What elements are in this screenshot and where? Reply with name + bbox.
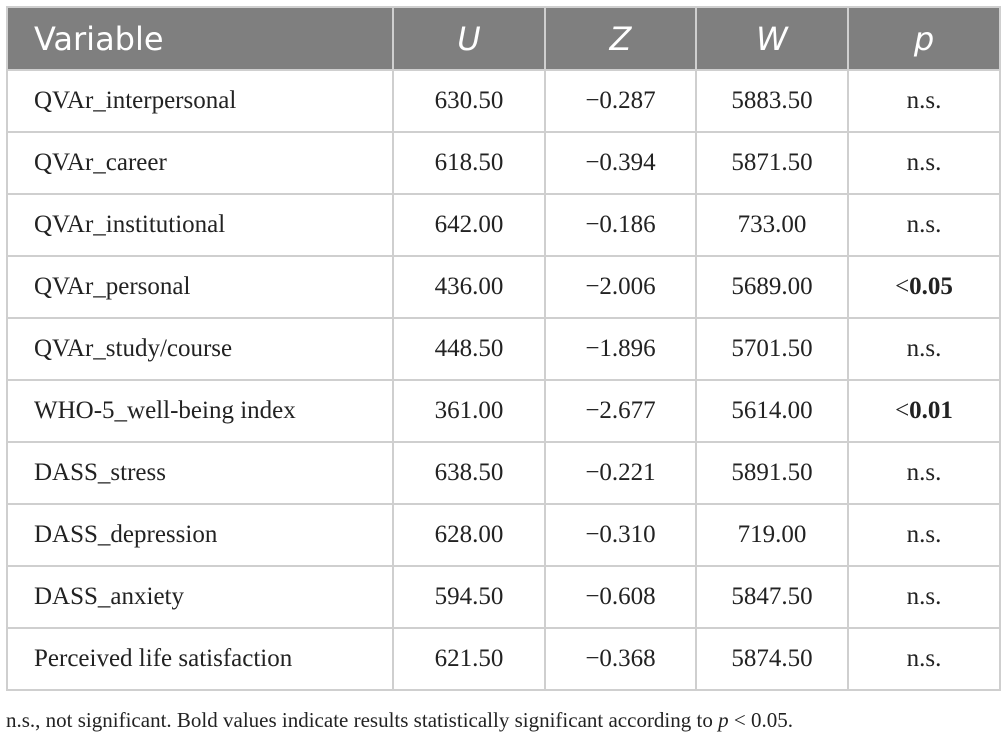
header-w: W <box>695 6 849 71</box>
table-row: WHO-5_well-being index 361.00 −2.677 5614.0… <box>6 379 1001 443</box>
p-value: 0.05 <box>909 273 953 300</box>
cell-w: 5847.50 <box>695 565 849 629</box>
header-u: U <box>392 6 546 71</box>
cell-z: −2.677 <box>544 379 697 443</box>
cell-w: 5871.50 <box>695 131 849 195</box>
cell-variable: DASS_anxiety <box>6 565 394 629</box>
cell-z: −0.608 <box>544 565 697 629</box>
p-value: n.s. <box>906 521 942 548</box>
table-row: QVAr_institutional 642.00 −0.186 733.00 n.s. <box>6 193 1001 257</box>
cell-w: 719.00 <box>695 503 849 567</box>
table-row: QVAr_career 618.50 −0.394 5871.50 n.s. <box>6 131 1001 195</box>
table-row: QVAr_interpersonal 630.50 −0.287 5883.50 n.s… <box>6 69 1001 133</box>
cell-z: −0.310 <box>544 503 697 567</box>
cell-p: n.s. <box>847 69 1001 133</box>
cell-w: 5883.50 <box>695 69 849 133</box>
cell-variable: DASS_stress <box>6 441 394 505</box>
p-prefix: < <box>895 273 910 300</box>
p-value: n.s. <box>906 211 942 238</box>
results-table: Variable U Z W p QVAr_interpersonal 630.5… <box>6 6 1001 691</box>
table-header: Variable U Z W p <box>6 6 1001 71</box>
cell-p: <0.01 <box>847 379 1001 443</box>
cell-p: n.s. <box>847 441 1001 505</box>
cell-u: 638.50 <box>392 441 546 505</box>
cell-z: −0.287 <box>544 69 697 133</box>
cell-u: 642.00 <box>392 193 546 257</box>
cell-variable: QVAr_career <box>6 131 394 195</box>
cell-variable: QVAr_institutional <box>6 193 394 257</box>
header-p: p <box>847 6 1001 71</box>
cell-u: 361.00 <box>392 379 546 443</box>
cell-variable: QVAr_personal <box>6 255 394 319</box>
p-value: n.s. <box>906 583 942 610</box>
results-table-container: Variable U Z W p QVAr_interpersonal 630.5… <box>6 6 1001 691</box>
p-value: n.s. <box>906 459 942 486</box>
cell-variable: DASS_depression <box>6 503 394 567</box>
table-row: DASS_depression 628.00 −0.310 719.00 n.s. <box>6 503 1001 567</box>
table-row: Perceived life satisfaction 621.50 −0.368 5… <box>6 627 1001 691</box>
cell-w: 5874.50 <box>695 627 849 691</box>
cell-p: n.s. <box>847 193 1001 257</box>
cell-variable: WHO-5_well-being index <box>6 379 394 443</box>
footnote-tail: < 0.05. <box>728 708 793 732</box>
cell-u: 621.50 <box>392 627 546 691</box>
cell-p: n.s. <box>847 565 1001 629</box>
cell-w: 5614.00 <box>695 379 849 443</box>
footnote-text: n.s., not significant. Bold values indic… <box>6 708 719 732</box>
table-row: QVAr_personal 436.00 −2.006 5689.00 <0.05 <box>6 255 1001 319</box>
cell-u: 436.00 <box>392 255 546 319</box>
cell-w: 5689.00 <box>695 255 849 319</box>
cell-variable: QVAr_study/course <box>6 317 394 381</box>
cell-u: 448.50 <box>392 317 546 381</box>
cell-p: n.s. <box>847 503 1001 567</box>
cell-z: −0.186 <box>544 193 697 257</box>
header-variable: Variable <box>6 6 394 71</box>
cell-u: 630.50 <box>392 69 546 133</box>
table-row: DASS_stress 638.50 −0.221 5891.50 n.s. <box>6 441 1001 505</box>
header-z: Z <box>544 6 697 71</box>
footnote-p-symbol: p <box>718 708 729 732</box>
table-row: DASS_anxiety 594.50 −0.608 5847.50 n.s. <box>6 565 1001 629</box>
header-row: Variable U Z W p <box>6 6 1001 71</box>
table-row: QVAr_study/course 448.50 −1.896 5701.50 n.s. <box>6 317 1001 381</box>
cell-w: 733.00 <box>695 193 849 257</box>
p-value: n.s. <box>906 149 942 176</box>
cell-u: 628.00 <box>392 503 546 567</box>
cell-u: 618.50 <box>392 131 546 195</box>
cell-z: −2.006 <box>544 255 697 319</box>
p-value: n.s. <box>906 335 942 362</box>
p-value: 0.01 <box>909 397 953 424</box>
p-value: n.s. <box>906 87 942 114</box>
cell-p: n.s. <box>847 627 1001 691</box>
cell-w: 5701.50 <box>695 317 849 381</box>
cell-u: 594.50 <box>392 565 546 629</box>
cell-variable: Perceived life satisfaction <box>6 627 394 691</box>
cell-w: 5891.50 <box>695 441 849 505</box>
cell-p: n.s. <box>847 131 1001 195</box>
p-value: n.s. <box>906 645 942 672</box>
cell-z: −0.368 <box>544 627 697 691</box>
cell-z: −0.221 <box>544 441 697 505</box>
cell-z: −1.896 <box>544 317 697 381</box>
table-body: QVAr_interpersonal 630.50 −0.287 5883.50 n.s… <box>6 69 1001 691</box>
cell-z: −0.394 <box>544 131 697 195</box>
cell-variable: QVAr_interpersonal <box>6 69 394 133</box>
table-footnote: n.s., not significant. Bold values indic… <box>6 708 999 733</box>
cell-p: n.s. <box>847 317 1001 381</box>
cell-p: <0.05 <box>847 255 1001 319</box>
p-prefix: < <box>895 397 910 424</box>
